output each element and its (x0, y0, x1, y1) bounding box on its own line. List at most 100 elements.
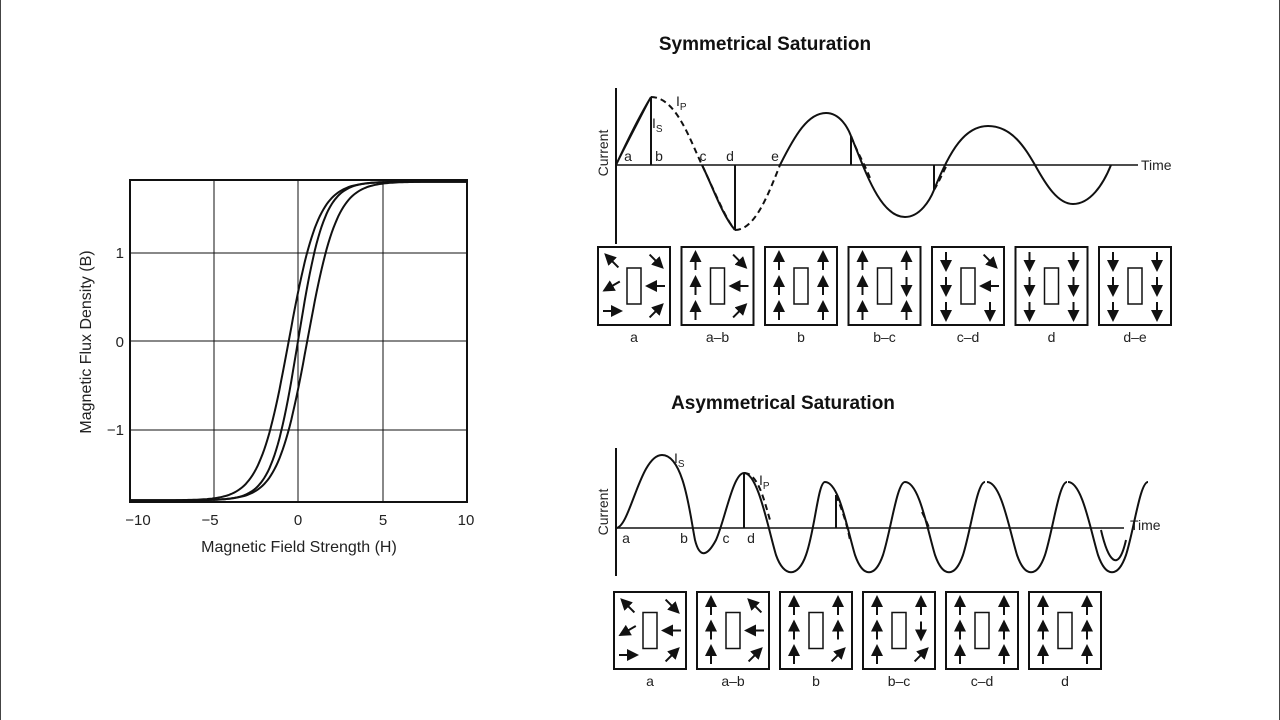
domain-arrow-icon (602, 280, 621, 292)
secondary-current-segment (779, 111, 852, 166)
asymmetric-waveform (615, 453, 1149, 574)
hysteresis-branch-lower (129, 180, 467, 502)
y-tick-label: −1 (107, 422, 124, 439)
y-axis-label: Magnetic Flux Density (B) (78, 250, 95, 433)
domain-arrow-icon (604, 253, 620, 269)
domain-box: a (597, 246, 671, 345)
secondary-current-segment (701, 164, 736, 231)
box-label: a–b (706, 329, 730, 345)
domain-box: a–b (680, 246, 755, 345)
point-label: a (622, 530, 630, 546)
time-axis-label: Time (1141, 157, 1172, 173)
secondary-current-segment (1067, 481, 1149, 574)
secondary-current-segment (904, 481, 986, 574)
saturated-current-segment (835, 494, 851, 541)
domain-box: d (1028, 591, 1102, 689)
core-rect (725, 611, 741, 650)
hysteresis-plot: −10 −5 0 5 10 1 0 −1 Magnetic Field Stre… (78, 179, 475, 556)
core-rect (1043, 267, 1060, 305)
domain-box: a–b (696, 591, 770, 689)
saturated-current-segment (734, 164, 781, 231)
section-title: Asymmetrical Saturation (671, 393, 895, 414)
current-axis-label: Current (595, 489, 611, 536)
domain-box: c–d (931, 246, 1005, 345)
domain-box: b (779, 591, 853, 689)
secondary-current-segment (933, 124, 1112, 206)
symmetrical-saturation: Symmetrical Saturation Current Time IS I… (595, 34, 1172, 345)
symmetric-waveform (615, 96, 1112, 231)
point-label: c (700, 148, 707, 164)
domain-arrow-icon (732, 253, 748, 269)
point-label: e (771, 148, 779, 164)
core-rect (974, 611, 990, 650)
domain-arrow-icon (648, 253, 664, 269)
box-label: d (1061, 673, 1069, 689)
domain-box: b (764, 246, 838, 345)
domain-boxes-row: a a–b b b–c c–d d (613, 591, 1102, 689)
x-tick-label: 5 (379, 512, 387, 529)
box-label: b–c (873, 329, 896, 345)
secondary-current-segment (824, 481, 906, 574)
point-label: d (726, 148, 734, 164)
section-title: Symmetrical Saturation (659, 34, 871, 55)
secondary-current-segment (743, 472, 826, 574)
core-rect (709, 267, 726, 305)
domain-box: d (1014, 246, 1089, 345)
domain-arrow-icon (648, 303, 664, 319)
asymmetrical-saturation: Asymmetrical Saturation Current Time IS … (595, 393, 1161, 689)
core-rect (793, 267, 809, 305)
point-label: d (747, 530, 755, 546)
x-axis-label: Magnetic Field Strength (H) (201, 539, 397, 556)
domain-box: d–e (1098, 246, 1172, 345)
saturated-current-segment (921, 511, 931, 531)
domain-arrow-icon (620, 598, 636, 614)
core-rect (642, 611, 658, 650)
domain-box: c–d (945, 591, 1019, 689)
x-tick-label: −5 (201, 512, 218, 529)
box-label: d–e (1123, 329, 1147, 345)
core-rect (808, 611, 824, 650)
secondary-current-segment (615, 453, 745, 555)
box-label: d (1048, 329, 1056, 345)
time-axis-label: Time (1130, 517, 1161, 533)
secondary-current-segment (850, 135, 935, 219)
point-label: b (680, 530, 688, 546)
box-label: b (812, 673, 820, 689)
y-tick-label: 1 (116, 245, 124, 262)
domain-box: b–c (862, 591, 936, 689)
ip-label: IP (676, 93, 687, 113)
domain-arrow-icon (747, 598, 763, 614)
secondary-current-segment (1100, 529, 1127, 562)
box-label: a–b (721, 673, 745, 689)
point-label: b (655, 148, 663, 164)
domain-box: b–c (847, 246, 922, 345)
is-label: IS (652, 115, 663, 135)
box-label: a (646, 673, 654, 689)
is-label: IS (674, 450, 685, 470)
y-tick-label: 0 (116, 334, 124, 351)
core-rect (891, 611, 907, 650)
hysteresis-curves (129, 180, 467, 502)
x-tick-label: 0 (294, 512, 302, 529)
domain-arrow-icon (747, 647, 763, 663)
current-axis-label: Current (595, 130, 611, 177)
domain-arrow-icon (618, 624, 637, 636)
x-tick-label: −10 (125, 512, 150, 529)
core-rect (1127, 267, 1143, 305)
primary-ramp (615, 96, 652, 166)
box-label: c–d (957, 329, 980, 345)
domain-arrow-icon (664, 647, 680, 663)
box-label: c–d (971, 673, 994, 689)
point-label: c (723, 530, 730, 546)
box-label: a (630, 329, 638, 345)
box-label: b–c (888, 673, 911, 689)
core-rect (876, 267, 893, 305)
x-tick-label: 10 (458, 512, 475, 529)
domain-arrow-icon (982, 253, 998, 269)
core-rect (1057, 611, 1073, 650)
domain-arrow-icon (913, 647, 929, 663)
domain-arrow-icon (664, 598, 680, 614)
domain-arrow-icon (830, 647, 846, 663)
core-rect (626, 267, 642, 305)
